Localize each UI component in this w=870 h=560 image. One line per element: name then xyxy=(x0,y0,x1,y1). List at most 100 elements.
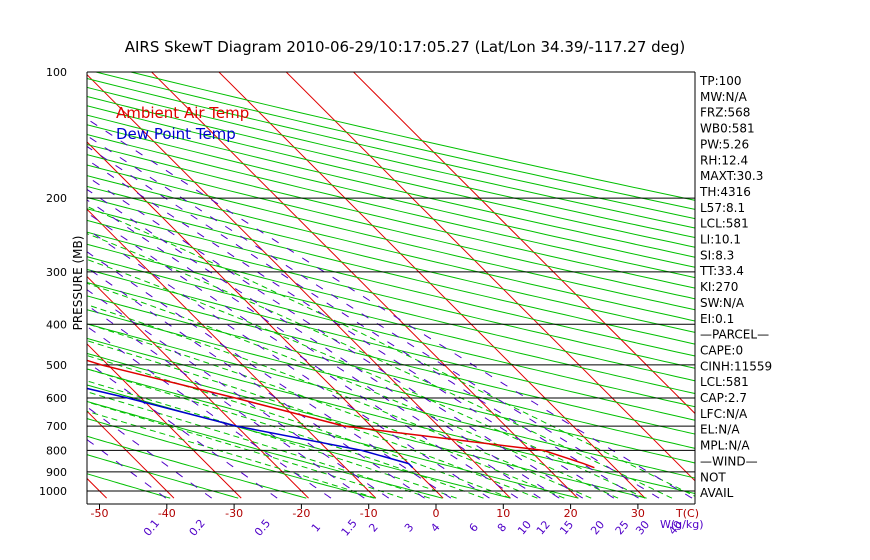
mixing-ratio-tick-label: 20 xyxy=(588,518,607,537)
pressure-tick-label: 600 xyxy=(46,392,67,405)
pressure-tick-label: 300 xyxy=(46,266,67,279)
isobar-lines xyxy=(87,71,695,492)
stability-index-item: EI:0.1 xyxy=(700,312,734,326)
dry-adiabat-lines xyxy=(87,72,695,499)
ambient-air-temp-line xyxy=(87,359,595,469)
moist-adiabat-line xyxy=(87,304,592,499)
dry-adiabat-line xyxy=(87,124,695,268)
stability-index-item: CAPE:0 xyxy=(700,343,743,357)
dry-adiabat-line xyxy=(87,154,695,300)
mixing-ratio-tick-label: 30 xyxy=(633,518,652,537)
stability-index-item: KI:270 xyxy=(700,280,738,294)
stability-index-item: SI:8.3 xyxy=(700,248,734,262)
x-axis-label: T(C) xyxy=(675,507,699,520)
dry-adiabat-line xyxy=(87,435,307,499)
dry-adiabat-line xyxy=(87,352,647,499)
dry-adiabat-line xyxy=(87,231,695,382)
dry-adiabat-line xyxy=(87,309,695,464)
mixing-ratio-line xyxy=(87,135,660,499)
chart-title: AIRS SkewT Diagram 2010-06-29/10:17:05.2… xyxy=(125,38,686,56)
isotherm-line xyxy=(150,72,579,499)
dry-adiabat-line xyxy=(87,243,695,395)
mixing-ratio-tick-label: 25 xyxy=(613,518,632,537)
stability-index-item: MW:N/A xyxy=(700,90,748,104)
stability-index-item: CAP:2.7 xyxy=(700,391,747,405)
isotherm-line xyxy=(0,63,39,498)
dry-adiabat-line xyxy=(87,185,695,333)
mixing-ratio-line xyxy=(87,228,490,499)
isotherm-line xyxy=(87,343,242,499)
stability-index-item: —WIND— xyxy=(700,454,758,468)
mixing-ratio-line xyxy=(87,145,639,499)
mixing-ratio-lines xyxy=(87,118,693,499)
pressure-tick-label: 400 xyxy=(46,318,67,331)
dry-adiabat-line xyxy=(87,175,695,322)
mixing-ratio-line xyxy=(87,118,693,499)
mixing-ratio-tick-label: 6 xyxy=(467,521,481,535)
pressure-tick-label: 100 xyxy=(46,66,67,79)
stability-index-item: EL:N/A xyxy=(700,423,740,437)
dry-adiabat-line xyxy=(87,368,579,499)
mixing-ratio-tick-label: 0.2 xyxy=(187,517,208,539)
profile-series xyxy=(87,359,595,469)
dry-adiabat-line xyxy=(87,337,695,495)
stability-index-item: FRZ:568 xyxy=(700,106,750,120)
isotherm-line xyxy=(87,208,377,499)
dry-adiabat-line xyxy=(87,143,695,289)
stability-index-item: PW:5.26 xyxy=(700,137,749,151)
mixing-ratio-line xyxy=(87,159,615,499)
dew-point-temp-line xyxy=(87,387,414,469)
mixing-ratio-tick-label: 10 xyxy=(515,518,534,537)
legend-ambient-air-temp: Ambient Air Temp xyxy=(116,104,249,122)
pressure-axis: 100 200 300 400 500 600 700 800 900 1000 xyxy=(39,66,67,498)
stability-index-item: SW:N/A xyxy=(700,296,745,310)
chart-legend: Ambient Air Temp Dew Point Temp xyxy=(116,104,249,143)
stability-index-item: TT:33.4 xyxy=(699,264,744,278)
mixing-ratio-tick-label: 0.5 xyxy=(252,517,273,539)
mixing-ratio-tick-label: 12 xyxy=(534,518,553,537)
pressure-tick-label: 700 xyxy=(46,420,67,433)
mixing-ratio-line xyxy=(87,188,560,499)
dry-adiabat-line xyxy=(87,268,695,421)
bottom-temp-tick-label: 30 xyxy=(631,507,645,520)
mixing-ratio-tick-label: 8 xyxy=(495,521,509,535)
stability-index-item: RH:12.4 xyxy=(700,153,748,167)
stability-index-item: MAXT:30.3 xyxy=(700,169,763,183)
stability-index-item: NOT xyxy=(700,470,726,484)
mixing-ratio-line xyxy=(87,212,519,499)
bottom-temp-tick-label: -50 xyxy=(91,507,109,520)
dry-adiabat-line xyxy=(87,454,239,499)
stability-index-item: TP:100 xyxy=(699,74,742,88)
dry-adiabat-line xyxy=(87,281,695,435)
mixing-ratio-line xyxy=(87,175,584,499)
dry-adiabat-line xyxy=(87,114,695,258)
stability-index-item: LCL:581 xyxy=(700,375,749,389)
mixing-ratio-line xyxy=(87,251,452,499)
legend-dew-point-temp: Dew Point Temp xyxy=(116,125,236,143)
stability-index-item: LCL:581 xyxy=(700,217,749,231)
mixing-ratio-line xyxy=(87,199,541,499)
mixing-ratio-tick-label: 4 xyxy=(428,521,442,535)
pressure-tick-label: 200 xyxy=(46,192,67,205)
mixing-ratio-axis: 0.1 0.2 0.5 1 1.5 2 3 4 6 8 10 12 15 20 25 30 40 xyxy=(141,517,685,539)
stability-index-item: L57:8.1 xyxy=(700,201,745,215)
dry-adiabat-line xyxy=(87,164,695,311)
isotherm-line xyxy=(87,410,175,499)
stability-index-item: AVAIL xyxy=(700,486,734,500)
stability-index-item: CINH:11559 xyxy=(700,359,772,373)
mixing-ratio-tick-label: 1.5 xyxy=(339,517,360,539)
isotherm-line xyxy=(87,73,511,499)
stability-index-item: TH:4316 xyxy=(699,185,751,199)
bottom-temp-tick-label: 10 xyxy=(496,507,510,520)
pressure-tick-label: 500 xyxy=(46,359,67,372)
dry-adiabat-line xyxy=(87,105,695,248)
bottom-temp-tick-label: -40 xyxy=(158,507,176,520)
dry-adiabat-line xyxy=(87,196,695,345)
bottom-temperature-axis: -50 -40 -30 -20 -10 0 10 20 30 xyxy=(91,504,645,520)
dry-adiabat-line xyxy=(87,418,375,499)
dry-adiabat-line xyxy=(87,400,443,499)
mixing-ratio-tick-label: 0.1 xyxy=(141,517,162,539)
dry-adiabat-line xyxy=(87,256,695,408)
mixing-ratio-axis-label: W(g/kg) xyxy=(660,518,704,531)
